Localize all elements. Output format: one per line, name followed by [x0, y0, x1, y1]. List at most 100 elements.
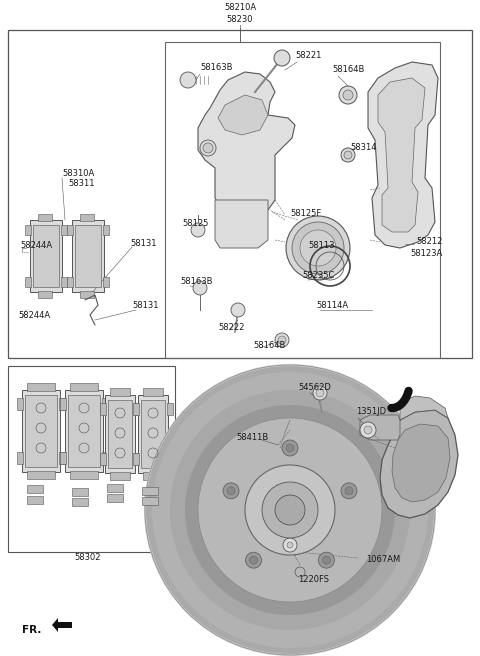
Text: 58113: 58113: [308, 241, 335, 251]
Text: 1351JD: 1351JD: [356, 407, 386, 417]
Bar: [142, 487, 158, 495]
Circle shape: [323, 556, 330, 564]
Circle shape: [341, 483, 357, 499]
Bar: [27, 496, 43, 504]
Bar: [75, 225, 101, 287]
Bar: [27, 471, 55, 479]
Circle shape: [191, 223, 205, 237]
Circle shape: [341, 148, 355, 162]
Text: 58244A: 58244A: [20, 241, 52, 251]
Circle shape: [262, 482, 318, 538]
Bar: [38, 291, 52, 298]
Circle shape: [274, 50, 290, 66]
Bar: [142, 497, 158, 505]
Circle shape: [278, 336, 286, 344]
Circle shape: [227, 487, 235, 495]
Text: 58222: 58222: [218, 323, 244, 333]
Text: 58244A: 58244A: [18, 312, 50, 321]
Circle shape: [200, 420, 380, 600]
Circle shape: [339, 86, 357, 104]
Text: 58302: 58302: [75, 554, 101, 562]
Text: 58411B: 58411B: [236, 432, 268, 441]
Circle shape: [313, 386, 327, 400]
Bar: [107, 494, 123, 502]
Text: 58163B: 58163B: [180, 277, 213, 287]
Circle shape: [231, 303, 245, 317]
Text: 58125F: 58125F: [290, 209, 321, 218]
Circle shape: [345, 487, 353, 495]
Polygon shape: [392, 424, 450, 502]
Bar: [60, 452, 66, 464]
Bar: [61, 225, 67, 235]
Text: 58212: 58212: [416, 237, 443, 245]
Bar: [61, 277, 67, 287]
Circle shape: [287, 542, 293, 548]
Circle shape: [343, 90, 353, 100]
Polygon shape: [378, 78, 425, 232]
Bar: [134, 453, 140, 465]
Circle shape: [203, 143, 213, 153]
Circle shape: [152, 372, 428, 648]
Circle shape: [292, 222, 344, 274]
Circle shape: [318, 552, 335, 568]
Bar: [25, 395, 57, 467]
Bar: [30, 220, 62, 292]
Polygon shape: [380, 410, 458, 518]
Bar: [134, 403, 140, 415]
Bar: [22, 390, 60, 472]
Text: 58235C: 58235C: [302, 272, 335, 281]
Circle shape: [275, 495, 305, 525]
Bar: [165, 42, 440, 358]
Circle shape: [286, 216, 350, 280]
Text: 58310A: 58310A: [62, 169, 94, 178]
Text: 58230: 58230: [227, 14, 253, 24]
Bar: [80, 214, 94, 221]
Text: 1067AM: 1067AM: [366, 556, 400, 565]
Bar: [110, 472, 130, 480]
Text: 58131: 58131: [130, 239, 156, 247]
Polygon shape: [215, 200, 268, 248]
Bar: [143, 388, 163, 396]
Circle shape: [364, 426, 372, 434]
Polygon shape: [218, 95, 268, 135]
Text: 58164B: 58164B: [332, 66, 364, 75]
Circle shape: [275, 333, 289, 347]
Circle shape: [198, 418, 382, 602]
Bar: [100, 453, 106, 465]
Bar: [59, 452, 65, 464]
Polygon shape: [368, 62, 438, 248]
Circle shape: [170, 390, 410, 630]
Circle shape: [193, 281, 207, 295]
Text: 1220FS: 1220FS: [298, 575, 329, 584]
Bar: [100, 403, 106, 415]
Bar: [68, 395, 100, 467]
Polygon shape: [360, 415, 400, 440]
Bar: [65, 390, 103, 472]
Circle shape: [246, 552, 262, 568]
Circle shape: [245, 465, 335, 555]
Bar: [105, 395, 135, 473]
Bar: [8, 30, 472, 358]
Circle shape: [360, 422, 376, 438]
Polygon shape: [400, 396, 448, 420]
Bar: [72, 488, 88, 496]
Circle shape: [250, 556, 258, 564]
Bar: [8, 366, 175, 552]
Text: 58125: 58125: [182, 218, 208, 228]
Text: 58164B: 58164B: [253, 342, 286, 350]
Text: 58123A: 58123A: [410, 249, 442, 258]
Text: 58311: 58311: [68, 180, 95, 188]
Bar: [107, 484, 123, 492]
Circle shape: [282, 440, 298, 456]
Bar: [72, 498, 88, 506]
Text: 58163B: 58163B: [200, 64, 232, 73]
Circle shape: [145, 365, 435, 655]
Bar: [17, 398, 23, 410]
Bar: [143, 472, 163, 480]
Bar: [70, 383, 98, 391]
Bar: [60, 398, 66, 410]
Bar: [102, 452, 108, 464]
Circle shape: [316, 389, 324, 397]
Bar: [108, 400, 132, 468]
Circle shape: [223, 483, 239, 499]
